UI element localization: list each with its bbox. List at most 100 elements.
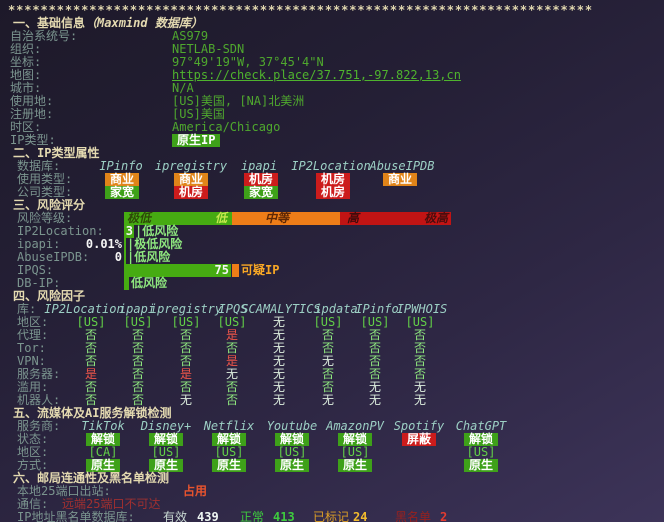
region-cell: [CA]: [88, 445, 118, 459]
factor-cell: 是: [225, 328, 239, 342]
factor-cell: 无: [368, 393, 382, 407]
col-scamalytics: SCAMALYTICS: [241, 302, 321, 316]
risk-seg-high: [340, 212, 451, 225]
factor-cell: 是: [225, 354, 239, 368]
risk-row-abuseipdb: AbuseIPDB: 0 |低风险: [0, 251, 664, 264]
col-ip2location: IP2Location: [291, 159, 371, 173]
factor-row-region: 地区: [US] [US] [US] [US] 无 [US] [US] [US]: [0, 316, 664, 329]
factor-row-tor: Tor: 否 否 否 否 无 否 否 否: [0, 342, 664, 355]
risk-seg-medium: [232, 212, 340, 225]
factor-cell: 无: [321, 393, 335, 407]
factor-cell: 无: [272, 393, 286, 407]
port25-label: 本地25端口出站:: [17, 484, 111, 498]
map-link[interactable]: https://check.place/37.751,-97.822,13,cn: [172, 68, 461, 82]
factor-cell: 无: [413, 380, 427, 394]
factor-cell: 否: [225, 380, 239, 394]
db-row-label: 数据库:: [17, 159, 61, 173]
factor-cell: 无: [272, 315, 286, 329]
stream-method-row: 方式: 原生 原生 原生 原生 原生 原生: [0, 459, 664, 472]
factor-cell: 否: [84, 380, 98, 394]
dnsbl-row: IP地址黑名单数据库: 有效 439 正常 413 已标记 24 黑名单 2: [0, 511, 664, 522]
status-badge: 解锁: [463, 433, 499, 446]
col-amazonpv: AmazonPV: [326, 419, 384, 433]
scale-medium: 中等: [265, 211, 290, 225]
factor-label-region: 地区:: [17, 315, 49, 329]
field-label-registered-location: 注册地:: [10, 107, 54, 121]
method-badge: 原生: [148, 459, 184, 472]
factor-cell: 无: [272, 341, 286, 355]
section5-title-line: 五、流媒体及AI服务解锁检测: [0, 407, 664, 420]
risk-scale-bar: [124, 212, 451, 225]
region-row-label: 地区:: [17, 445, 49, 459]
risk-row-ip2location: IP2Location: 3 |低风险: [0, 225, 664, 238]
region-cell: [US]: [151, 445, 181, 459]
risk-score-abuseipdb: 0: [114, 250, 122, 264]
scale-verylow: 极低: [127, 211, 152, 225]
risk-fill: [124, 277, 129, 290]
col-ipdata: ipdata: [314, 302, 358, 316]
factor-cell: [US]: [360, 315, 390, 329]
field-value-usage-location: [US]美国, [NA]北美洲: [172, 94, 305, 108]
separator-line: ****************************************…: [0, 4, 664, 17]
factor-cell: 否: [413, 328, 427, 342]
risk-label-abuseipdb: AbuseIPDB:: [17, 250, 90, 264]
dnsbl-normal-value: 413: [273, 510, 295, 522]
risk-row-ipapi: ipapi: 0.01% |极低风险: [0, 238, 664, 251]
scale-veryhigh: 极高: [424, 211, 449, 225]
factor-label-proxy: 代理:: [17, 328, 49, 342]
field-value-asn: AS979: [172, 29, 209, 43]
factor-label-vpn: VPN:: [17, 354, 46, 368]
col-chatgpt: ChatGPT: [455, 419, 507, 433]
section2-title: 二、IP类型属性: [13, 146, 100, 160]
col-ipregistry: ipregistry: [149, 302, 223, 316]
factor-cell: 否: [179, 354, 193, 368]
section1-title: 一、基础信息（Maxmind 数据库）: [13, 16, 203, 30]
factor-cell: 否: [225, 341, 239, 355]
company-type-row: 公司类型: 家宽 机房 家宽 机房: [0, 186, 664, 199]
factor-cell: 否: [368, 328, 382, 342]
risk-fill: [124, 225, 134, 238]
field-value-org: NETLAB-SDN: [172, 42, 245, 56]
factor-cell: 否: [179, 341, 193, 355]
region-cell: [US]: [466, 445, 496, 459]
factor-cell: 否: [321, 367, 335, 381]
field-asn: 自治系统号: AS979: [0, 30, 664, 43]
dnsbl-marked-label: 已标记: [313, 510, 350, 522]
company-type-label: 公司类型:: [17, 185, 73, 199]
status-row-label: 状态:: [17, 432, 49, 446]
usage-type-row: 使用类型: 商业 商业 机房 机房 商业: [0, 173, 664, 186]
col-ipapi: ipapi: [240, 159, 278, 173]
field-usage-location: 使用地: [US]美国, [NA]北美洲: [0, 95, 664, 108]
factor-cell: 否: [84, 393, 98, 407]
usage-badge: 商业: [382, 173, 418, 186]
company-badge: 机房: [315, 186, 351, 199]
factor-cell: 否: [179, 380, 193, 394]
factor-cell: 否: [368, 354, 382, 368]
field-label-usage-location: 使用地:: [10, 94, 54, 108]
field-coords: 坐标: 97°49'19"W, 37°45'4"N: [0, 56, 664, 69]
field-map: 地图: https://check.place/37.751,-97.822,1…: [0, 69, 664, 82]
risk-fill: [124, 238, 126, 251]
usage-badge: 商业: [104, 173, 140, 186]
col-ipinfo: IPinfo: [99, 159, 143, 173]
factor-cell: [US]: [313, 315, 343, 329]
status-badge: 解锁: [85, 433, 121, 446]
factor-cell: [US]: [76, 315, 106, 329]
stream-status-row: 状态: 解锁 解锁 解锁 解锁 解锁 屏蔽 解锁: [0, 433, 664, 446]
factor-cell: 无: [272, 367, 286, 381]
factor-label-tor: Tor:: [17, 341, 46, 355]
company-badge: 家宽: [104, 186, 140, 199]
risk-scale-row: 风险等级: 极低 低 中等 高 极高: [0, 212, 664, 225]
status-badge: 屏蔽: [401, 433, 437, 446]
dnsbl-blacklist-label: 黑名单: [395, 510, 432, 522]
factor-cell: [US]: [405, 315, 435, 329]
factor-cell: 否: [321, 380, 335, 394]
comm-label: 通信:: [17, 497, 49, 511]
field-label-coords: 坐标:: [10, 55, 42, 69]
factor-cell: [US]: [123, 315, 153, 329]
col-abuseipdb: AbuseIPDB: [369, 159, 435, 173]
field-org: 组织: NETLAB-SDN: [0, 43, 664, 56]
col-ipinfo: IPinfo: [355, 302, 399, 316]
section3-title-line: 三、风险评分: [0, 199, 664, 212]
